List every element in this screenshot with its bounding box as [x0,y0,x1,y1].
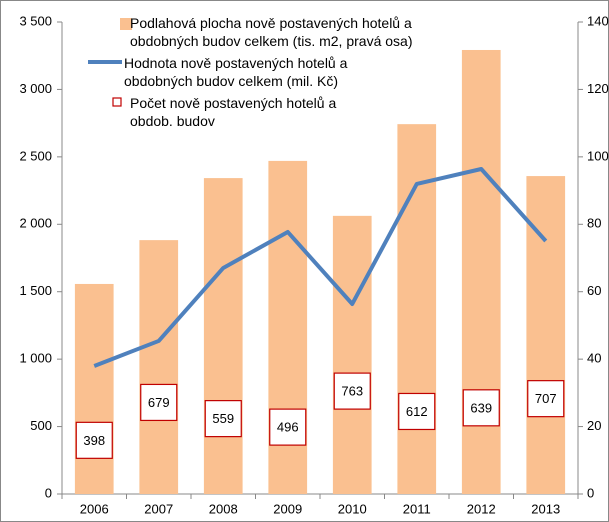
marker-box [269,408,307,446]
data-label: 398 [83,433,105,448]
y2-tick-label: 40 [587,351,601,366]
y2-tick-label: 20 [587,418,601,433]
bar [461,49,501,495]
y-tick-label: 3 500 [19,13,52,28]
legend-key [120,18,132,30]
y-tick-label: 2 000 [19,216,52,231]
legend-label: Počet nově postavených hotelů a obdob. b… [130,95,337,129]
legend-label: Podlahová plocha nově postavených hotelů… [130,15,413,49]
y-tick-label: 1 500 [19,283,52,298]
x-tick-label: 2011 [403,501,431,516]
x-tick-label: 2007 [144,501,173,516]
marker-box [527,380,565,418]
y-tick-label: 3 000 [19,81,52,96]
bar [332,215,372,494]
y2-tick-label: 0 [587,485,594,500]
y-tick-label: 2 500 [19,148,52,163]
y2-tick-label: 60 [587,283,601,298]
legend-label: Hodnota nově postavených hotelů a obdobn… [124,55,348,89]
x-tick-label: 2012 [467,501,496,516]
y-tick-label: 500 [30,418,52,433]
data-label: 763 [341,384,363,399]
marker-box [462,389,500,427]
y-tick-label: 0 [45,485,52,500]
marker-box [398,392,436,431]
marker-box [333,372,371,410]
bar [74,283,114,494]
x-tick-label: 2008 [209,501,238,516]
x-tick-label: 2009 [273,501,302,516]
x-tick-label: 2010 [338,501,367,516]
marker-box [140,383,178,422]
y-tick-label: 1 000 [19,351,52,366]
data-label: 707 [535,391,557,406]
y2-tick-label: 80 [587,216,601,231]
bar [139,240,179,494]
x-tick-label: 2013 [531,501,560,516]
data-label: 639 [470,400,492,415]
y2-tick-label: 140 [587,13,609,28]
marker-box [204,400,242,438]
marker-box [75,421,113,459]
y2-tick-label: 120 [587,81,609,96]
line [93,166,548,368]
legend-key [112,97,122,107]
data-label: 496 [277,420,299,435]
data-label: 612 [406,404,428,419]
data-label: 679 [148,395,170,410]
data-label: 559 [212,411,234,426]
y2-tick-label: 100 [587,148,609,163]
x-tick-label: 2006 [80,501,109,516]
bar [203,178,243,494]
